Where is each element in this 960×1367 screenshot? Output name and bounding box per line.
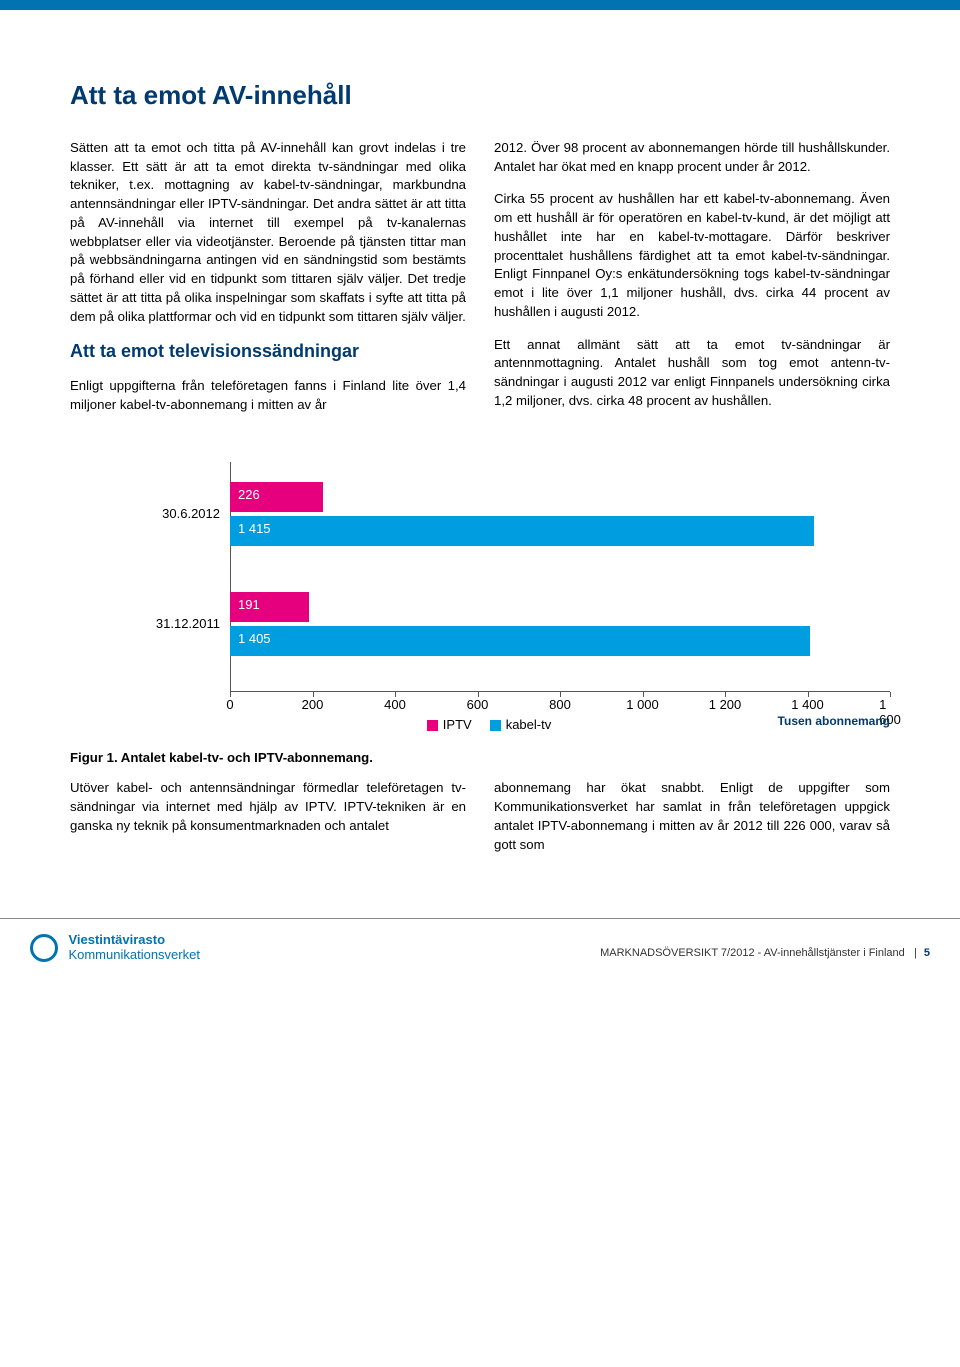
x-tick-label: 1 400	[791, 697, 824, 712]
paragraph: Cirka 55 procent av hushållen har ett ka…	[494, 190, 890, 321]
x-tick-label: 0	[226, 697, 233, 712]
right-column: 2012. Över 98 procent av abonnemangen hö…	[494, 139, 890, 428]
two-column-text-bottom: Utöver kabel- och antennsändningar förme…	[70, 779, 890, 868]
x-tick-mark	[808, 692, 809, 697]
bar-IPTV: 191	[230, 592, 309, 622]
paragraph: 2012. Över 98 procent av abonnemangen hö…	[494, 139, 890, 176]
x-tick-mark	[395, 692, 396, 697]
bar-chart: 30.6.2012 226 1 415 31.12.2011 191 1 405 0 200 4…	[70, 462, 890, 732]
bar-value-label: 1 415	[238, 521, 271, 536]
bar-value-label: 191	[238, 597, 260, 612]
legend-label: kabel-tv	[506, 717, 552, 732]
bar-kabel-tv: 1 405	[230, 626, 810, 656]
paragraph: abonnemang har ökat snabbt. Enligt de up…	[494, 779, 890, 854]
paragraph: Utöver kabel- och antennsändningar förme…	[70, 779, 466, 835]
x-tick-label: 800	[549, 697, 571, 712]
x-tick-label: 1 200	[709, 697, 742, 712]
x-tick-label: 1 000	[626, 697, 659, 712]
bar-kabel-tv: 1 415	[230, 516, 814, 546]
category-label: 31.12.2011	[70, 616, 220, 631]
x-tick-mark	[560, 692, 561, 697]
bar-value-label: 1 405	[238, 631, 271, 646]
two-column-text: Sätten att ta emot och titta på AV-inneh…	[70, 139, 890, 428]
x-tick-mark	[230, 692, 231, 697]
legend-label: IPTV	[443, 717, 472, 732]
footer-text: MARKNADSÖVERSIKT 7/2012 - AV-innehållstj…	[0, 947, 930, 959]
left-column: Sätten att ta emot och titta på AV-inneh…	[70, 139, 466, 428]
page-body: Att ta emot AV-innehåll Sätten att ta em…	[0, 10, 960, 888]
x-tick-label: 200	[302, 697, 324, 712]
legend-swatch	[427, 720, 438, 731]
top-accent-bar	[0, 0, 960, 10]
x-tick-mark	[725, 692, 726, 697]
logo-line1: Viestintävirasto	[68, 932, 165, 947]
page-number: 5	[924, 947, 930, 959]
figure-caption: Figur 1. Antalet kabel-tv- och IPTV-abon…	[70, 750, 890, 765]
paragraph: Sätten att ta emot och titta på AV-inneh…	[70, 139, 466, 326]
footer-separator: |	[914, 947, 917, 959]
section-heading: Att ta emot televisionssändningar	[70, 340, 466, 363]
paragraph: Enligt uppgifterna från teleföretagen fa…	[70, 377, 466, 414]
x-tick-mark	[313, 692, 314, 697]
x-tick-label: 600	[467, 697, 489, 712]
x-tick-mark	[478, 692, 479, 697]
bar-value-label: 226	[238, 487, 260, 502]
x-tick-mark	[643, 692, 644, 697]
bar-IPTV: 226	[230, 482, 323, 512]
legend-swatch	[490, 720, 501, 731]
x-tick-label: 400	[384, 697, 406, 712]
category-label: 30.6.2012	[70, 506, 220, 521]
bottom-right-column: abonnemang har ökat snabbt. Enligt de up…	[494, 779, 890, 868]
paragraph: Ett annat allmänt sätt att ta emot tv-sä…	[494, 336, 890, 411]
footer-doc-title: MARKNADSÖVERSIKT 7/2012 - AV-innehållstj…	[600, 947, 905, 959]
chart-legend: IPTV kabel-tv	[70, 717, 890, 732]
bottom-left-column: Utöver kabel- och antennsändningar förme…	[70, 779, 466, 868]
page-title: Att ta emot AV-innehåll	[70, 80, 890, 111]
x-tick-mark	[890, 692, 891, 697]
page-footer: Viestintävirasto Kommunikationsverket MA…	[0, 918, 960, 988]
